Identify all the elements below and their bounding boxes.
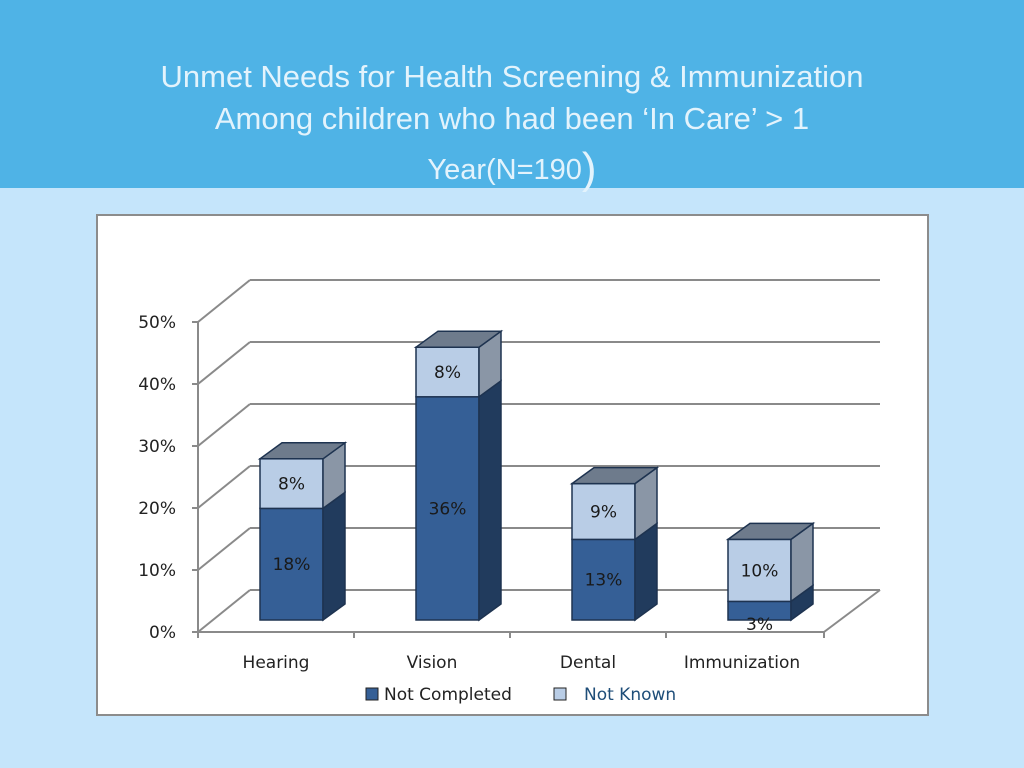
bar-data-label: 10%: [741, 561, 779, 581]
y-tick-label: 0%: [149, 623, 176, 643]
bar-data-label: 18%: [273, 555, 311, 575]
side-gridline: [198, 404, 250, 446]
legend-swatch: [366, 688, 378, 700]
bar-data-label: 36%: [429, 499, 467, 519]
bar-segment-side: [323, 492, 345, 620]
chart-panel: 0% 10% 20% 30% 40% 50% 18% 8% Hearing 36% 8% Vision…: [96, 214, 929, 716]
x-category-label: Immunization: [684, 653, 800, 673]
title-line-2: Among children who had been ‘In Care’ > …: [60, 98, 964, 140]
floor-right-edge: [824, 590, 880, 632]
title-line-3: Year(N=190): [60, 148, 964, 191]
title-line-1: Unmet Needs for Health Screening & Immun…: [60, 56, 964, 98]
bar-segment-side: [479, 381, 501, 620]
bar-data-label: 8%: [278, 475, 305, 495]
x-category-label: Dental: [560, 653, 616, 673]
y-tick-label: 20%: [138, 499, 176, 519]
side-gridline: [198, 590, 250, 632]
title-line-3-text: Year(N=190: [427, 154, 582, 186]
title-closing-paren: ): [582, 144, 597, 193]
stacked-bar-chart: 0% 10% 20% 30% 40% 50% 18% 8% Hearing 36% 8% Vision…: [98, 216, 927, 714]
legend-label: Not Known: [584, 685, 676, 705]
side-gridline: [198, 528, 250, 570]
bar-data-label: 3%: [746, 615, 773, 635]
bar-data-label: 8%: [434, 363, 461, 383]
slide-title: Unmet Needs for Health Screening & Immun…: [60, 56, 964, 191]
legend-label: Not Completed: [384, 685, 512, 705]
side-gridline: [198, 466, 250, 508]
x-category-label: Vision: [407, 653, 458, 673]
x-category-label: Hearing: [243, 653, 310, 673]
side-gridline: [198, 280, 250, 322]
y-tick-label: 30%: [138, 437, 176, 457]
y-tick-label: 40%: [138, 375, 176, 395]
y-tick-label: 10%: [138, 561, 176, 581]
y-tick-label: 50%: [138, 313, 176, 333]
bar-data-label: 13%: [585, 571, 623, 591]
legend-swatch: [554, 688, 566, 700]
bar-data-label: 9%: [590, 503, 617, 523]
side-gridline: [198, 342, 250, 384]
